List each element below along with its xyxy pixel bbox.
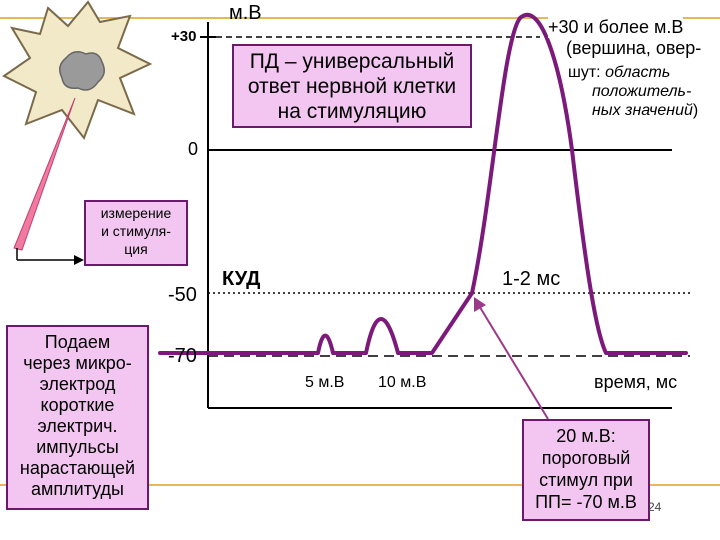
stim-label-10mv: 10 м.В xyxy=(378,374,427,391)
peak-note-italic: область xyxy=(605,64,671,81)
peak-note-italic: положитель- xyxy=(592,83,692,100)
peak-note-text: шут: xyxy=(568,64,606,81)
tick-label-minus70: -70 xyxy=(168,345,197,367)
neuron-cell-icon xyxy=(2,0,153,141)
impulse-line: через микро- xyxy=(23,353,132,373)
kud-label: КУД xyxy=(222,268,261,290)
peak-note-text: ) xyxy=(692,102,699,119)
impulse-line: электрод xyxy=(39,374,116,394)
peak-note-italic: ных значений xyxy=(592,102,693,119)
stimulation-impulse-box: Подаем через микро- электрод короткие эл… xyxy=(6,325,149,510)
definition-line: на стимуляцию xyxy=(277,100,427,123)
action-potential-definition-box: ПД – универсальный ответ нервной клетки … xyxy=(232,44,472,128)
unit-label: м.В xyxy=(229,2,262,24)
peak-note-line: +30 и более м.В xyxy=(548,17,684,38)
impulse-line: короткие xyxy=(40,395,115,415)
threshold-pointer-line xyxy=(477,303,549,420)
stim-label-5mv: 5 м.В xyxy=(305,374,345,391)
duration-label: 1-2 мс xyxy=(502,268,561,290)
measure-line: измерение xyxy=(100,205,172,221)
peak-note-line: положитель- xyxy=(592,81,692,102)
impulse-line: импульсы xyxy=(36,437,119,457)
measure-line: ция xyxy=(124,241,148,257)
membrane-potential-trace xyxy=(158,12,688,355)
threshold-line: 20 м.В: xyxy=(556,426,616,446)
peak-note-line: (вершина, овер- xyxy=(566,38,702,59)
impulse-line: амплитуды xyxy=(31,479,124,499)
threshold-pointer-arrowhead xyxy=(474,297,486,312)
impulse-line: электрич. xyxy=(37,416,118,436)
microelectrode-icon xyxy=(13,97,76,251)
threshold-line: ПП= -70 м.В xyxy=(535,492,637,512)
tick-label-minus50: -50 xyxy=(168,284,197,306)
threshold-line: пороговый xyxy=(541,448,631,468)
peak-note-line: ных значений) xyxy=(592,100,699,121)
measure-line: и стимуля- xyxy=(101,223,171,239)
wire-arrowhead xyxy=(74,255,84,265)
impulse-line: нарастающей xyxy=(19,458,136,478)
tick-label-plus30: +30 xyxy=(171,28,197,45)
threshold-line: стимул при xyxy=(539,470,633,490)
measurement-stimulation-box: измерение и стимуля- ция xyxy=(84,200,188,266)
definition-line: ответ нервной клетки xyxy=(247,75,457,98)
peak-note-line: шут: область xyxy=(568,62,671,83)
impulse-line: Подаем xyxy=(44,332,111,352)
definition-line: ПД – универсальный xyxy=(249,50,455,73)
threshold-stimulus-box: 20 м.В: пороговый стимул при ПП= -70 м.В xyxy=(522,419,650,521)
page-number: 24 xyxy=(648,500,662,514)
tick-label-zero: 0 xyxy=(188,139,199,159)
time-axis-label: время, мс xyxy=(594,372,678,392)
